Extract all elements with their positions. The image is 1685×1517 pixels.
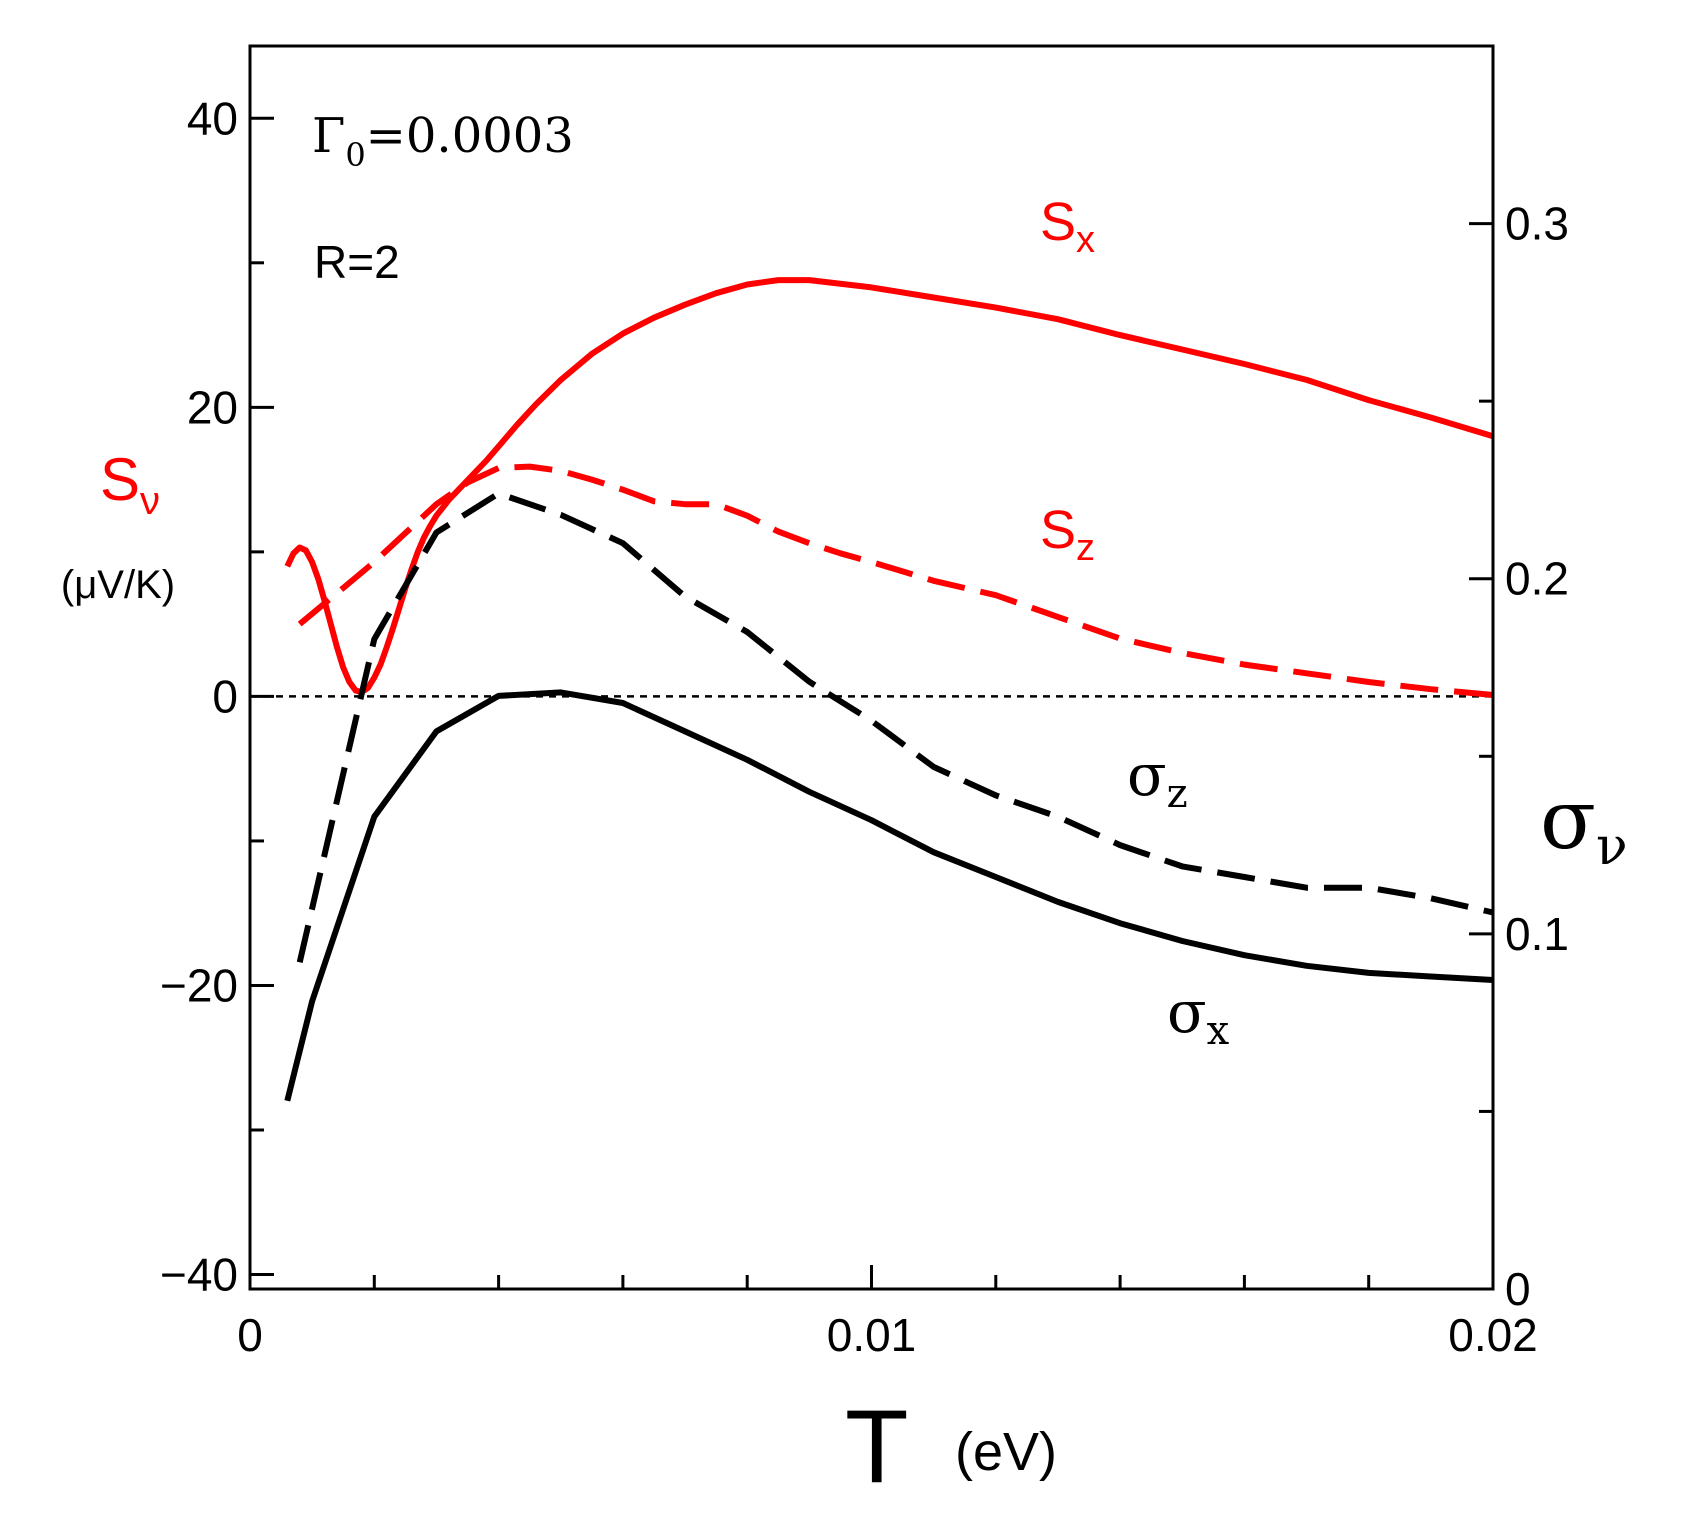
y-left-tick-label: 20 — [187, 381, 238, 433]
y-left-tick-label: −20 — [160, 959, 238, 1011]
gamma-annotation: Γ0=0.0003 — [312, 108, 574, 174]
y-left-tick-label: 0 — [212, 670, 238, 722]
series-line-sigma-z — [296, 490, 1494, 963]
y-right-tick-label: 0 — [1505, 1263, 1531, 1315]
axes-group: 0 0.01 0.02 −40 −20 0 20 40 0 0.1 0.2 0.3 — [160, 44, 1569, 1361]
right-axis-label-sub: ν — [1596, 817, 1628, 877]
gamma-symbol: Γ — [312, 108, 345, 164]
x-tick-label: 0 — [237, 1309, 263, 1361]
series-group — [284, 277, 1494, 1102]
series-line-sz — [297, 463, 1494, 698]
y-left-tick-label: −40 — [160, 1249, 238, 1301]
series-label-sz: Sz — [1040, 500, 1095, 569]
series-label-sigma-z: σz — [1127, 741, 1188, 817]
left-axis-label-main: S — [100, 446, 140, 513]
left-axis-unit: (μV/K) — [61, 563, 175, 607]
y-right-tick-label: 0.3 — [1505, 198, 1569, 250]
series-label-sx-sub: x — [1076, 219, 1095, 261]
left-axis-label: Sν — [100, 446, 160, 523]
left-axis-label-sub: ν — [140, 479, 160, 523]
y-right-tick-label: 0.2 — [1505, 553, 1569, 605]
series-label-sz-main: S — [1040, 500, 1076, 560]
series-line-sx — [284, 277, 1494, 696]
series-label-sigma-z-main: σ — [1127, 741, 1167, 809]
series-label-sz-sub: z — [1076, 527, 1095, 569]
right-axis-label: σν — [1540, 773, 1628, 877]
series-label-sigma-x: σx — [1167, 978, 1230, 1054]
y-right-tick-label: 0.1 — [1505, 908, 1569, 960]
x-axis-unit: (eV) — [955, 1422, 1057, 1482]
y-left-tick-label: 40 — [187, 92, 238, 144]
series-label-sigma-x-main: σ — [1167, 978, 1207, 1046]
series-label-sigma-z-sub: z — [1167, 771, 1188, 817]
x-axis-label: T — [845, 1389, 909, 1505]
series-label-sx: Sx — [1040, 192, 1095, 261]
gamma-subscript: 0 — [345, 136, 365, 174]
series-label-sx-main: S — [1040, 192, 1076, 252]
labels-group: Sν (μV/K) σν T (eV) Γ0=0.0003 R=2 Sx Sz … — [61, 108, 1628, 1505]
series-line-sigma-x — [284, 689, 1494, 1102]
r-annotation: R=2 — [314, 236, 400, 288]
x-tick-label: 0.01 — [827, 1309, 917, 1361]
series-label-sigma-x-sub: x — [1207, 1008, 1230, 1054]
gamma-value: =0.0003 — [366, 108, 574, 164]
right-axis-label-main: σ — [1540, 773, 1596, 868]
x-tick-label: 0.02 — [1448, 1309, 1538, 1361]
